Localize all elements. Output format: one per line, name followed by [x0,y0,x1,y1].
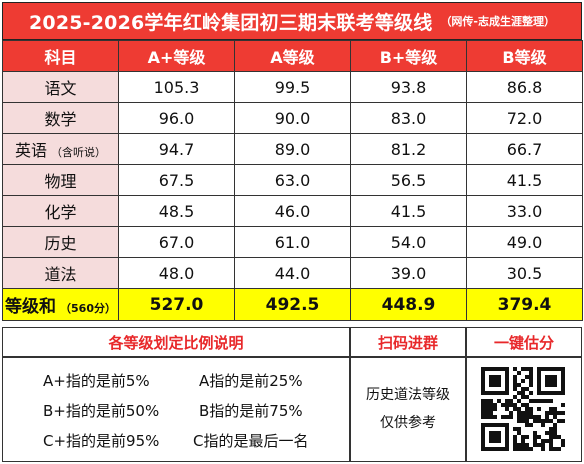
score-cell: 72.0 [466,102,583,134]
title-bar: 2025-2026学年红岭集团初三期末联考等级线 （网传-志成生涯整理） [2,2,582,40]
score-cell: 30.5 [466,257,583,289]
table-row: 物理 67.5 63.0 56.5 41.5 [2,164,583,196]
score-cell: 48.5 [118,195,235,227]
score-cell: 105.3 [118,71,235,103]
qr-box [466,357,582,462]
table-header-row: 科目 A+等级 A等级 B+等级 B等级 [2,40,583,72]
score-cell: 93.8 [350,71,467,103]
score-cell: 61.0 [234,226,351,258]
subject-cell: 数学 [2,102,119,134]
header-subject: 科目 [2,40,119,72]
subject-cell: 化学 [2,195,119,227]
subject-cell: 道法 [2,257,119,289]
history-note-line-1: 历史道法等级 [366,387,450,403]
table-row: 语文 105.3 99.5 93.8 86.8 [2,71,583,103]
score-cell: 46.0 [234,195,351,227]
score-cell: 83.0 [350,102,467,134]
score-cell: 66.7 [466,133,583,165]
scan-title: 扫码进群 [350,327,466,357]
subject-name: 道法 [44,265,77,284]
score-cell: 63.0 [234,164,351,196]
rule-c-plus: C+指的是前95% [43,432,160,450]
subject-cell: 语文 [2,71,119,103]
table-row: 道法 48.0 44.0 39.0 30.5 [2,257,583,289]
subject-name: 历史 [44,234,77,253]
score-cell: 99.5 [234,71,351,103]
table-row: 英语 （含听说） 94.7 89.0 81.2 66.7 [2,133,583,165]
qr-code-icon[interactable] [481,367,565,451]
header-b: B等级 [466,40,583,72]
score-cell: 41.5 [466,164,583,196]
total-score-cell: 492.5 [234,288,351,321]
rule-b-plus: B+指的是前50% [43,402,160,420]
bottom-section: 各等级划定比例说明 扫码进群 一键估分 A+指的是前5% A指的是前25% B+… [2,327,582,462]
subject-name: 物理 [44,172,77,191]
score-cell: 44.0 [234,257,351,289]
score-cell: 81.2 [350,133,467,165]
estimate-title: 一键估分 [466,327,582,357]
subject-name: 语文 [44,79,77,98]
rule-b: B指的是前75% [199,402,303,420]
score-cell: 67.5 [118,164,235,196]
history-note-box: 历史道法等级 仅供参考 [350,357,466,462]
subject-note: （含听说） [51,146,106,159]
total-score-cell: 527.0 [118,288,235,321]
rule-c: C指的是最后一名 [193,432,309,450]
score-cell: 33.0 [466,195,583,227]
ratio-rules-box: A+指的是前5% A指的是前25% B+指的是前50% B指的是前75% C+指… [2,357,350,462]
total-score-cell: 448.9 [350,288,467,321]
title-note: （网传-志成生涯整理） [440,15,556,28]
score-cell: 56.5 [350,164,467,196]
score-cell: 86.8 [466,71,583,103]
score-cell: 39.0 [350,257,467,289]
subject-cell: 历史 [2,226,119,258]
subject-name: 数学 [44,110,77,129]
score-cell: 49.0 [466,226,583,258]
grade-table: 科目 A+等级 A等级 B+等级 B等级 语文 105.3 99.5 93.8 86.8… [2,40,583,321]
header-a: A等级 [234,40,351,72]
score-cell: 54.0 [350,226,467,258]
score-cell: 90.0 [234,102,351,134]
ratio-title: 各等级划定比例说明 [2,327,350,357]
subject-name: 英语 [14,141,47,160]
score-cell: 48.0 [118,257,235,289]
subject-cell: 物理 [2,164,119,196]
score-cell: 67.0 [118,226,235,258]
page-title: 2025-2026学年红岭集团初三期末联考等级线 [28,11,433,34]
rule-a-plus: A+指的是前5% [43,372,150,390]
table-row: 数学 96.0 90.0 83.0 72.0 [2,102,583,134]
total-label-cell: 等级和 （560分） [2,288,119,321]
table-row: 历史 67.0 61.0 54.0 49.0 [2,226,583,258]
rule-a: A指的是前25% [199,372,303,390]
score-cell: 94.7 [118,133,235,165]
subject-name: 化学 [44,203,77,222]
total-row: 等级和 （560分） 527.0 492.5 448.9 379.4 [2,288,583,321]
table-row: 化学 48.5 46.0 41.5 33.0 [2,195,583,227]
total-label: 等级和 [5,297,57,317]
history-note-line-2: 仅供参考 [380,415,436,431]
score-cell: 96.0 [118,102,235,134]
header-b-plus: B+等级 [350,40,467,72]
subject-cell: 英语 （含听说） [2,133,119,165]
total-note: （560分） [60,302,116,315]
header-a-plus: A+等级 [118,40,235,72]
score-cell: 89.0 [234,133,351,165]
total-score-cell: 379.4 [466,288,583,321]
score-cell: 41.5 [350,195,467,227]
